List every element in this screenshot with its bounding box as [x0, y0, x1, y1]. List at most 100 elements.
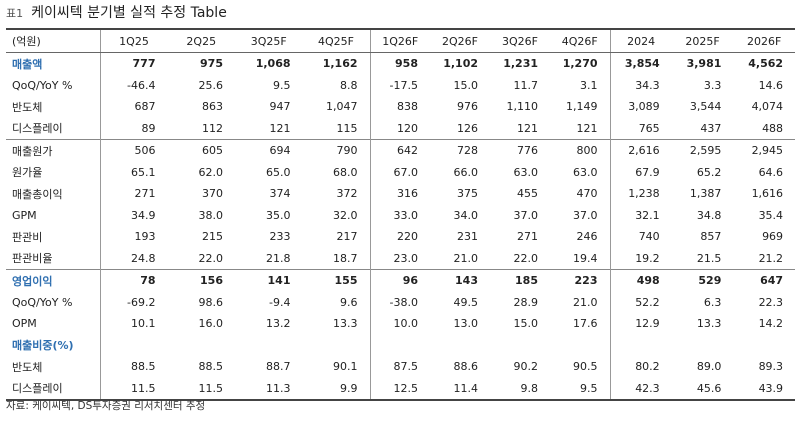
cell: 64.6 — [758, 165, 784, 179]
table-row: 디스플레이 11.5 11.5 11.3 9.9 12.5 11.4 9.8 9.5 42.3 45… — [6, 377, 796, 401]
header-row: (억원) 1Q25 2Q25 3Q25F 4Q25F 1Q26F 2Q26F 3Q26F 4Q2… — [6, 29, 796, 53]
cell: 529 — [671, 269, 734, 292]
column-header: 4Q26F — [550, 29, 611, 53]
cell: 231 — [457, 230, 478, 244]
cell: 63.0 — [513, 165, 539, 179]
cell: 15.0 — [453, 78, 479, 92]
cell: 34.8 — [696, 208, 722, 222]
cell: 37.0 — [550, 204, 611, 226]
cell: 220 — [397, 230, 418, 244]
cell: 13.2 — [266, 317, 291, 331]
cell: 3.1 — [550, 74, 611, 96]
row-label: 판관비율 — [6, 247, 101, 270]
cell — [550, 334, 611, 356]
table-row: 디스플레이 89 112 121 115 120 126 121 121 765 437 488 — [6, 117, 795, 140]
cell: 88.6 — [453, 360, 479, 374]
cell: 45.6 — [671, 377, 734, 401]
cell: 89.0 — [696, 360, 722, 374]
cell: 89.3 — [758, 360, 784, 374]
cell: 66.0 — [453, 165, 479, 179]
row-label: QoQ/YoY % — [6, 291, 101, 313]
cell: -38.0 — [389, 295, 418, 309]
cell: 13.0 — [453, 317, 479, 331]
table-row: QoQ/YoY % -46.4 25.6 9.5 8.8 -17.5 15.0 11.7 3.1… — [6, 74, 795, 96]
row-label: GPM — [6, 204, 101, 226]
cell: 233 — [269, 230, 291, 244]
cell: 2,616 — [610, 139, 672, 162]
cell: 185 — [490, 269, 550, 292]
cell: 34.0 — [453, 208, 479, 222]
cell: 89 — [141, 121, 156, 135]
cell: 43.9 — [733, 377, 796, 401]
cell: 223 — [550, 269, 611, 292]
cell: 1,047 — [302, 96, 371, 118]
cell: 370 — [202, 187, 223, 201]
cell: 63.0 — [550, 161, 611, 183]
row-label: 반도체 — [6, 356, 101, 378]
cell — [235, 335, 303, 357]
cell: 740 — [638, 230, 660, 244]
cell: 126 — [457, 121, 478, 135]
cell: 4,562 — [748, 57, 784, 71]
cell: 506 — [100, 139, 168, 162]
column-header: (억원) — [6, 29, 101, 53]
cell: 1,387 — [689, 187, 722, 201]
cell: 10.0 — [393, 317, 419, 331]
row-label: 반도체 — [6, 96, 101, 118]
cell: 9.5 — [550, 377, 611, 401]
cell: -17.5 — [389, 78, 418, 92]
cell: 1,068 — [255, 57, 291, 71]
cell: 141 — [235, 269, 303, 292]
row-label: 판관비 — [6, 226, 101, 248]
cell: 470 — [550, 183, 611, 205]
cell: 316 — [397, 187, 418, 201]
cell: 3,854 — [624, 57, 660, 71]
cell: 11.3 — [235, 377, 303, 401]
cell: 33.0 — [393, 208, 419, 222]
cell: 90.1 — [302, 356, 371, 378]
cell: 10.1 — [131, 317, 156, 331]
cell: 3,089 — [628, 100, 660, 114]
cell: 78 — [100, 269, 168, 292]
cell: 1,238 — [628, 187, 660, 201]
cell: 193 — [134, 230, 156, 244]
cell: 62.0 — [198, 165, 224, 179]
cell: 3,981 — [686, 57, 722, 71]
table-row: 영업이익 78 156 141 155 96 143 185 223 498 529 647 — [6, 269, 796, 292]
cell: 215 — [202, 230, 223, 244]
row-label: 디스플레이 — [6, 117, 101, 140]
cell: 13.3 — [302, 313, 371, 335]
cell: 21.5 — [696, 251, 722, 265]
cell: 37.0 — [513, 208, 539, 222]
cell: 21.8 — [266, 251, 291, 265]
cell: 3,544 — [689, 100, 722, 114]
cell: 49.5 — [453, 295, 479, 309]
cell: 728 — [430, 139, 490, 162]
cell: 976 — [457, 100, 478, 114]
cell: 1,616 — [751, 187, 784, 201]
cell: 98.6 — [198, 295, 224, 309]
cell: 3.3 — [703, 78, 722, 92]
table-row: 판관비율 24.8 22.0 21.8 18.7 23.0 21.0 22.0 19.4 19.2… — [6, 247, 795, 270]
cell: 800 — [550, 139, 611, 162]
table-row: 반도체 88.5 88.5 88.7 90.1 87.5 88.6 90.2 90.5 80.2 8… — [6, 356, 795, 378]
cell: 1,149 — [550, 96, 611, 118]
cell: 22.0 — [198, 251, 224, 265]
cell: 155 — [302, 269, 371, 292]
column-header: 2025F — [671, 29, 734, 53]
cell: 947 — [269, 100, 291, 114]
cell: 42.3 — [610, 377, 672, 401]
cell: 605 — [167, 139, 235, 162]
cell: 271 — [134, 187, 156, 201]
cell: 488 — [762, 121, 784, 135]
cell: 18.7 — [302, 247, 371, 270]
table-row: 매출비중(%) — [6, 334, 795, 357]
cell: 1,270 — [550, 52, 611, 75]
cell — [370, 335, 430, 357]
cell: 217 — [302, 226, 371, 248]
cell: 21.0 — [453, 251, 479, 265]
cell: 24.8 — [131, 251, 156, 265]
cell: 777 — [132, 57, 156, 71]
cell: 23.0 — [393, 251, 419, 265]
